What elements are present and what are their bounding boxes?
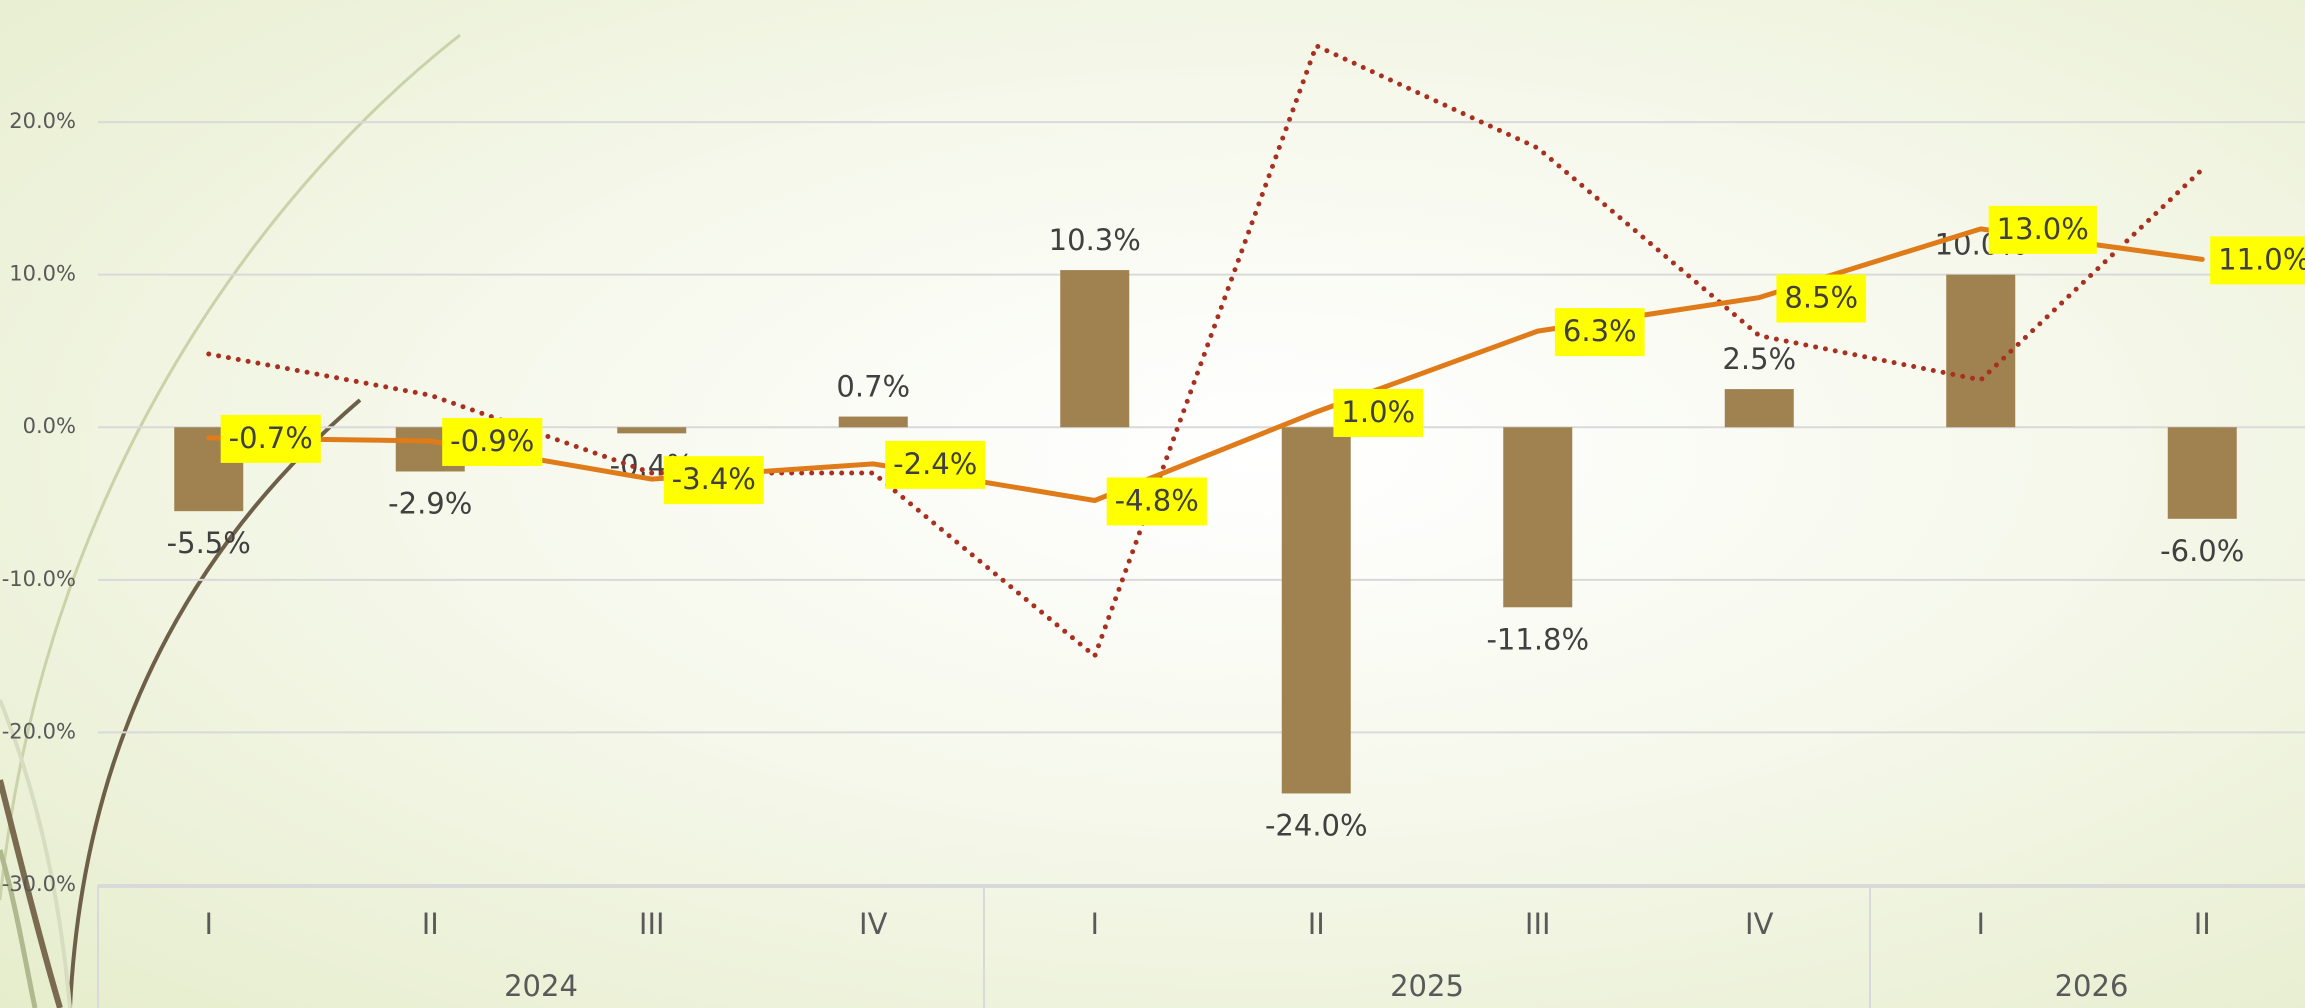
y-tick-label: 10.0% — [9, 262, 76, 286]
x-tick-label: IV — [859, 907, 888, 941]
x-tick-label: I — [1976, 907, 1985, 941]
data-label: -3.4% — [672, 462, 756, 496]
data-label: -6.0% — [2160, 534, 2244, 568]
group-label: 2025 — [1390, 969, 1464, 1003]
bar — [617, 427, 686, 433]
data-label: 0.7% — [836, 370, 910, 404]
data-label: -24.0% — [1265, 808, 1368, 842]
x-tick-label: III — [1525, 907, 1551, 941]
group-label: 2024 — [504, 969, 578, 1003]
data-label: -4.8% — [1115, 483, 1199, 517]
x-tick-label: IV — [1745, 907, 1774, 941]
data-label: 13.0% — [1997, 212, 2089, 246]
bar — [1725, 389, 1794, 427]
y-tick-label: 20.0% — [9, 109, 76, 133]
data-label-box: -0.7% — [221, 415, 321, 463]
data-label: -11.8% — [1486, 622, 1589, 656]
data-label: 6.3% — [1563, 314, 1637, 348]
data-label-box: 8.5% — [1776, 275, 1866, 323]
x-tick-label: II — [2194, 907, 2211, 941]
decoration — [0, 35, 460, 1008]
group-label: 2026 — [2055, 969, 2129, 1003]
bar — [1282, 427, 1351, 793]
data-label-box: 1.0% — [1333, 389, 1423, 437]
x-tick-label: II — [422, 907, 439, 941]
x-tick-label: I — [1090, 907, 1099, 941]
x-tick-label: II — [1308, 907, 1325, 941]
line — [209, 46, 2203, 656]
x-tick-label: III — [639, 907, 665, 941]
data-label: -2.9% — [388, 486, 472, 520]
data-label-box: -2.4% — [885, 441, 985, 489]
bar — [1060, 270, 1129, 427]
data-label: 10.3% — [1049, 223, 1141, 257]
data-label: 8.5% — [1784, 281, 1858, 315]
data-label: 11.0% — [2218, 242, 2305, 276]
bar — [1503, 427, 1572, 607]
data-label: -0.9% — [450, 424, 534, 458]
y-tick-label: -20.0% — [2, 719, 76, 743]
data-label: -5.5% — [167, 526, 251, 560]
data-label: -2.4% — [893, 447, 977, 481]
y-tick-label: -30.0% — [2, 872, 76, 896]
chart: -30.0%-20.0%-10.0%0.0%10.0%20.0%IIIIIIIV… — [0, 0, 2305, 1008]
bar — [839, 417, 908, 428]
data-label-box: -0.9% — [442, 418, 542, 466]
data-label-box: -4.8% — [1107, 477, 1207, 525]
x-tick-label: I — [204, 907, 213, 941]
data-label: -0.7% — [229, 421, 313, 455]
y-tick-label: 0.0% — [23, 414, 76, 438]
data-label-box: 13.0% — [1989, 206, 2097, 254]
bar — [1946, 275, 2015, 428]
data-label-box: -3.4% — [664, 456, 764, 504]
y-tick-label: -10.0% — [2, 567, 76, 591]
bar — [2168, 427, 2237, 519]
data-label: 1.0% — [1341, 395, 1415, 429]
data-label-box: 11.0% — [2210, 236, 2305, 284]
data-label-box: 6.3% — [1555, 308, 1645, 356]
data-label: 2.5% — [1722, 342, 1796, 376]
